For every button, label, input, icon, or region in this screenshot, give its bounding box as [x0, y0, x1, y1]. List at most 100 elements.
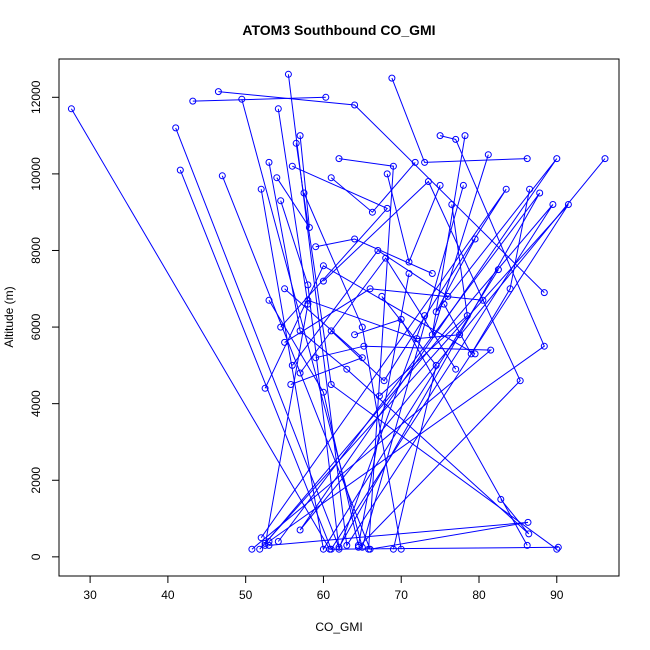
- data-point: [274, 105, 282, 113]
- data-point: [494, 266, 502, 274]
- series-line: [280, 165, 389, 328]
- y-tick-label: 6000: [29, 313, 43, 340]
- data-point: [327, 545, 335, 553]
- series-line: [260, 188, 507, 538]
- data-point: [397, 545, 405, 553]
- series-line: [299, 257, 457, 374]
- data-point: [358, 354, 366, 362]
- data-point: [358, 543, 366, 551]
- series-20: [383, 170, 444, 266]
- chart-title: ATOM3 Southbound CO_GMI: [242, 22, 435, 38]
- y-tick-label: 2000: [29, 467, 43, 494]
- series-2: [176, 166, 557, 553]
- series-17: [277, 162, 391, 331]
- data-point: [277, 197, 285, 205]
- series-line: [218, 91, 545, 293]
- series-11: [273, 132, 313, 231]
- series-12: [265, 132, 548, 545]
- series-line: [295, 143, 558, 550]
- y-tick-label: 10000: [29, 157, 43, 191]
- data-point: [351, 331, 359, 339]
- series-34: [312, 235, 436, 277]
- data-point: [382, 254, 390, 262]
- y-tick-label: 12000: [29, 80, 43, 114]
- series-line: [299, 158, 606, 531]
- series-25: [248, 342, 495, 553]
- data-point: [257, 534, 265, 542]
- series-line: [268, 135, 545, 542]
- data-point: [524, 518, 532, 526]
- x-axis: 30 40 50 60 70 80 90: [83, 575, 564, 602]
- data-point: [176, 166, 184, 174]
- data-point: [296, 369, 304, 377]
- data-point: [288, 162, 296, 170]
- x-axis-label: CO_GMI: [315, 620, 362, 634]
- data-point: [296, 526, 304, 534]
- data-point: [261, 384, 269, 392]
- series-line: [284, 288, 364, 385]
- x-tick-label: 90: [550, 588, 564, 602]
- series-line: [280, 200, 426, 550]
- series-line: [192, 96, 326, 102]
- y-tick-label: 8000: [29, 237, 43, 264]
- data-point: [261, 541, 269, 549]
- data-point: [305, 224, 313, 231]
- data-point: [281, 285, 289, 293]
- x-tick-label: 40: [161, 588, 175, 602]
- data-point: [452, 135, 460, 143]
- data-point: [292, 139, 300, 147]
- data-point: [487, 346, 495, 354]
- data-point: [368, 208, 376, 216]
- y-tick-label: 0: [29, 553, 43, 560]
- data-point: [265, 296, 273, 304]
- data-point: [343, 365, 351, 373]
- data-point: [421, 158, 429, 166]
- data-point: [281, 338, 289, 346]
- x-tick-label: 70: [395, 588, 409, 602]
- data-point: [471, 350, 479, 358]
- series-line: [379, 204, 468, 397]
- data-point: [383, 170, 391, 178]
- data-point: [553, 545, 561, 553]
- data-point: [319, 262, 327, 270]
- series-9: [257, 185, 502, 553]
- data-point: [540, 342, 548, 350]
- data-point: [296, 132, 304, 140]
- data-point: [516, 377, 524, 385]
- data-point: [354, 541, 362, 549]
- series-line: [175, 127, 541, 549]
- series-line: [260, 189, 499, 551]
- data-point: [172, 124, 180, 132]
- data-point: [256, 545, 264, 553]
- data-point: [540, 289, 548, 297]
- data-point: [335, 155, 343, 163]
- data-point: [327, 381, 335, 388]
- series-1: [172, 124, 544, 551]
- x-tick-label: 60: [317, 588, 331, 602]
- data-point: [287, 381, 295, 388]
- data-point: [428, 270, 436, 277]
- data-point: [380, 377, 388, 385]
- data-point: [343, 541, 351, 549]
- series-8: [218, 172, 532, 553]
- series-line: [303, 192, 402, 550]
- data-point: [536, 189, 544, 197]
- y-axis-label: Altitude (m): [2, 286, 16, 347]
- data-point: [549, 201, 557, 208]
- series-14: [296, 155, 609, 534]
- data-point: [389, 162, 397, 170]
- data-point: [452, 365, 460, 373]
- data-point: [424, 178, 432, 185]
- series-7: [388, 74, 531, 166]
- data-point: [444, 292, 452, 300]
- y-axis: 0 2000 4000 6000 8000 10000 12000: [29, 80, 60, 560]
- data-point: [265, 541, 273, 549]
- data-point: [405, 270, 413, 277]
- data-point: [351, 101, 359, 109]
- data-point: [375, 392, 383, 400]
- series-line: [264, 265, 476, 389]
- data-point: [467, 350, 475, 358]
- series-35: [292, 139, 561, 553]
- data-point: [601, 155, 609, 163]
